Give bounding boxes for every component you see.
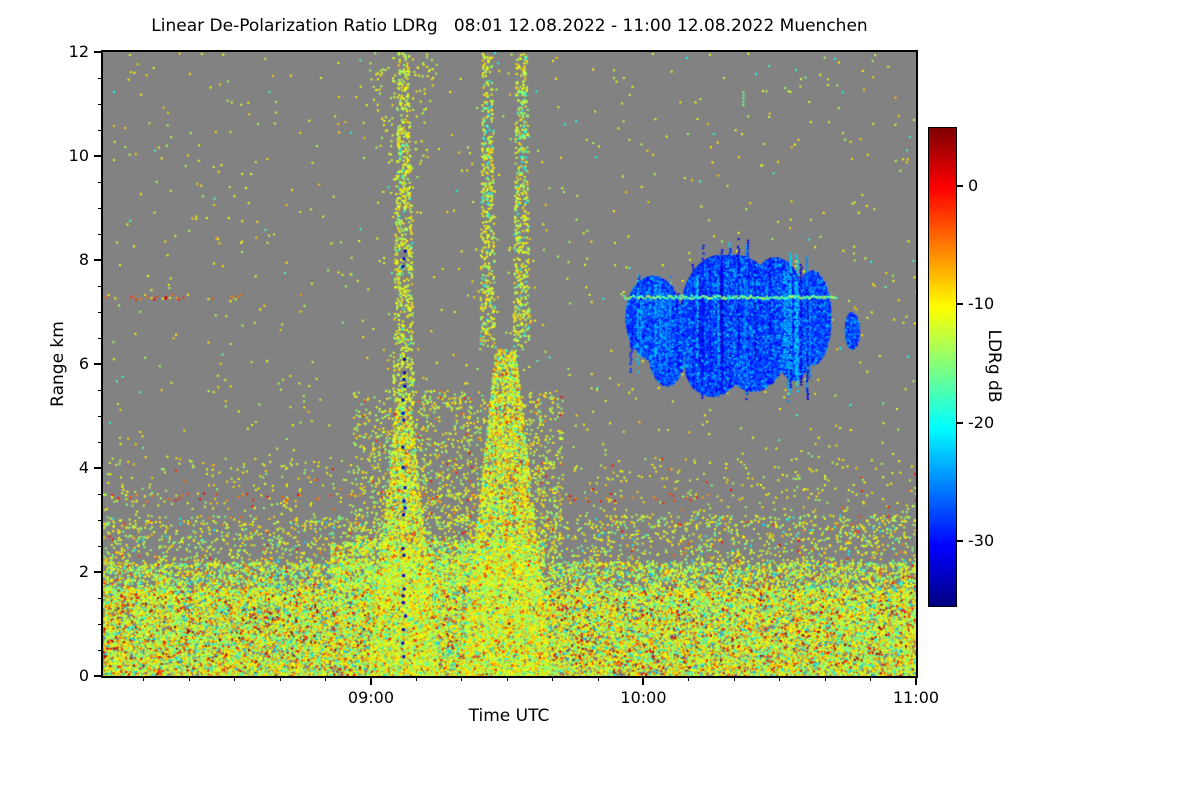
x-minor-tick: [688, 676, 690, 681]
y-minor-tick: [98, 441, 103, 443]
x-minor-tick: [143, 676, 145, 681]
x-major-tick: [369, 676, 372, 685]
y-minor-tick: [98, 233, 103, 235]
x-minor-tick: [870, 676, 872, 681]
y-tick-label: 2: [78, 562, 89, 581]
y-major-tick: [94, 467, 103, 469]
y-minor-tick: [98, 181, 103, 183]
colorbar-tick: [956, 421, 963, 424]
y-major-tick: [94, 675, 103, 677]
x-minor-tick: [733, 676, 735, 681]
colorbar-tick: [956, 184, 963, 187]
plot-area: [101, 50, 918, 678]
y-minor-tick: [98, 311, 103, 313]
x-tick-label: 09:00: [347, 688, 395, 707]
y-minor-tick: [98, 285, 103, 287]
x-minor-tick: [506, 676, 508, 681]
y-minor-tick: [98, 493, 103, 495]
x-tick-label: 10:00: [620, 688, 667, 707]
y-minor-tick: [98, 103, 103, 105]
colorbar-label: LDRg dB: [984, 329, 1004, 403]
y-tick-label: 0: [78, 666, 89, 685]
x-major-tick: [642, 676, 645, 685]
y-major-tick: [94, 51, 103, 53]
y-minor-tick: [98, 129, 103, 131]
y-major-tick: [94, 259, 103, 261]
x-minor-tick: [552, 676, 554, 681]
x-minor-tick: [597, 676, 599, 681]
y-tick-label: 12: [68, 42, 89, 61]
colorbar: [928, 127, 957, 607]
y-minor-tick: [98, 623, 103, 625]
x-minor-tick: [279, 676, 281, 681]
y-tick-label: 6: [78, 354, 89, 373]
y-minor-tick: [98, 207, 103, 209]
y-minor-tick: [98, 545, 103, 547]
colorbar-tick: [956, 303, 963, 306]
colorbar-tick-label: -20: [968, 412, 995, 432]
colorbar-tick: [956, 539, 963, 542]
y-minor-tick: [98, 77, 103, 79]
x-minor-tick: [824, 676, 826, 681]
x-minor-tick: [415, 676, 417, 681]
y-minor-tick: [98, 649, 103, 651]
y-tick-label: 4: [78, 458, 89, 477]
y-major-tick: [94, 155, 103, 157]
y-major-tick: [94, 363, 103, 365]
colorbar-tick-label: -10: [968, 294, 995, 314]
heatmap-canvas: [103, 52, 916, 676]
x-minor-tick: [188, 676, 190, 681]
x-axis-label: Time UTC: [468, 706, 550, 726]
colorbar-tick-label: -30: [968, 530, 995, 550]
y-tick-label: 8: [78, 250, 89, 269]
x-minor-tick: [234, 676, 236, 681]
x-minor-tick: [325, 676, 327, 681]
x-major-tick: [915, 676, 917, 685]
y-minor-tick: [98, 415, 103, 417]
y-minor-tick: [98, 337, 103, 339]
y-tick-label: 10: [68, 146, 89, 165]
y-minor-tick: [98, 597, 103, 599]
y-major-tick: [94, 571, 103, 573]
x-minor-tick: [461, 676, 463, 681]
x-minor-tick: [779, 676, 781, 681]
y-minor-tick: [98, 519, 103, 521]
y-minor-tick: [98, 389, 103, 391]
x-tick-label: 11:00: [892, 688, 940, 707]
colorbar-canvas: [929, 128, 956, 606]
colorbar-tick-label: 0: [968, 175, 979, 195]
chart-title: Linear De-Polarization Ratio LDRg 08:01 …: [151, 16, 868, 36]
